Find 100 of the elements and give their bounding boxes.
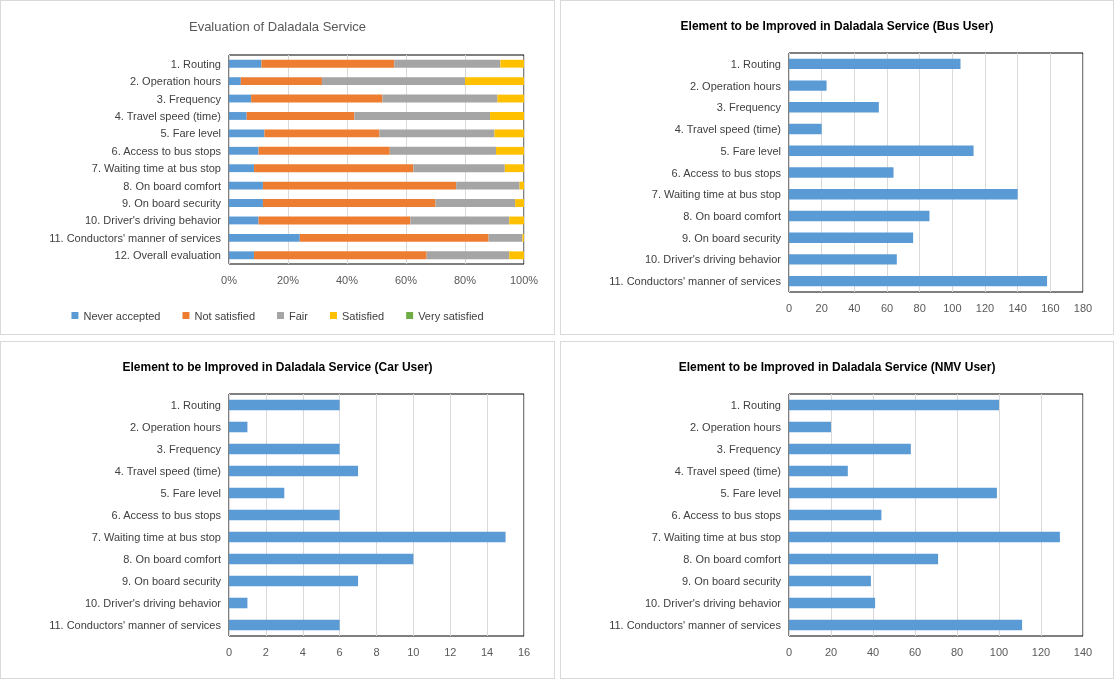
y-tick-label: 4. Travel speed (time) [114, 465, 221, 477]
bar [789, 189, 1018, 200]
x-tick-label: 8 [373, 645, 380, 658]
chart-title: Element to be Improved in Daladala Service (Car User) [122, 360, 433, 374]
y-tick-label: 9. On board security [121, 575, 222, 587]
y-tick-label: 1. Routing [730, 399, 781, 411]
x-tick-label: 10 [407, 645, 420, 658]
bar [229, 575, 359, 587]
y-tick-label: 3. Frequency [156, 443, 222, 455]
x-tick-label: 180 [1073, 301, 1093, 314]
x-tick-label: 80 [913, 301, 926, 314]
bar [789, 597, 876, 609]
y-tick-label: 2. Operation hours [689, 421, 782, 433]
bar [229, 164, 255, 173]
chart-title: Element to be Improved in Daladala Service (NMV User) [678, 360, 996, 374]
bar [500, 59, 524, 68]
bar [229, 619, 340, 631]
bar [789, 145, 974, 156]
x-tick-label: 80 [950, 645, 964, 658]
bar [509, 216, 524, 225]
x-tick-label: 2 [262, 645, 269, 658]
bar [789, 487, 997, 499]
x-tick-label: 0% [221, 273, 238, 286]
bar [394, 59, 501, 68]
y-tick-label: 4. Travel speed (time) [674, 123, 781, 136]
bar [789, 58, 961, 70]
x-tick-label: 40 [866, 645, 880, 658]
y-tick-label: 3. Frequency [716, 443, 782, 455]
bar [789, 443, 911, 455]
y-tick-label: 5. Fare level [160, 487, 221, 499]
x-tick-label: 4 [299, 645, 306, 658]
y-tick-label: 9. On board security [121, 197, 222, 210]
x-tick-label: 6 [336, 645, 343, 658]
bar [519, 181, 524, 190]
bar [789, 531, 1060, 543]
bar [789, 465, 848, 477]
y-tick-label: 1. Routing [170, 57, 221, 70]
bar [321, 77, 465, 86]
y-tick-label: 5. Fare level [160, 127, 221, 140]
bar [229, 251, 255, 260]
bar [789, 509, 882, 521]
bar [229, 531, 506, 543]
bar [254, 251, 427, 260]
legend-label: Not satisfied [194, 309, 256, 322]
x-tick-label: 60 [880, 301, 894, 314]
y-tick-label: 8. On board comfort [683, 553, 781, 565]
x-tick-label: 0 [785, 301, 793, 314]
bar [240, 77, 322, 86]
y-tick-label: 11. Conductors' manner of services [609, 619, 782, 631]
x-tick-label: 16 [517, 645, 531, 658]
bar [515, 199, 524, 207]
y-tick-label: 10. Driver's driving behavior [645, 597, 782, 609]
y-tick-label: 2. Operation hours [129, 75, 222, 88]
bar [354, 112, 491, 120]
y-tick-label: 10. Driver's driving behavior [85, 597, 222, 609]
y-tick-label: 8. On board comfort [123, 179, 221, 192]
bar [413, 164, 505, 173]
x-tick-label: 12 [444, 645, 457, 658]
bar [246, 112, 355, 120]
bar [229, 509, 340, 521]
bar [789, 275, 1048, 287]
bar [789, 167, 894, 178]
bar [229, 443, 340, 455]
y-tick-label: 11. Conductors' manner of services [609, 275, 782, 288]
x-tick-label: 40 [848, 301, 861, 314]
x-tick-label: 100% [509, 273, 539, 286]
bar [435, 199, 516, 207]
x-tick-label: 80% [453, 273, 477, 286]
bar [229, 77, 241, 86]
y-tick-label: 8. On board comfort [683, 209, 781, 222]
bar [229, 146, 259, 155]
y-tick-label: 4. Travel speed (time) [674, 465, 781, 477]
y-tick-label: 9. On board security [681, 575, 782, 587]
y-tick-label: 2. Operation hours [689, 79, 782, 92]
bar [789, 123, 822, 135]
bar [494, 129, 524, 138]
bar [497, 94, 524, 103]
x-tick-label: 140 [1073, 645, 1093, 658]
x-tick-label: 160 [1041, 301, 1060, 314]
y-tick-label: 5. Fare level [720, 144, 781, 157]
chart-title: Evaluation of Daladala Service [188, 19, 367, 34]
legend-label: Very satisfied [418, 309, 484, 322]
y-tick-label: 6. Access to bus stops [671, 166, 782, 179]
bar [229, 399, 340, 411]
chart-title: Element to be Improved in Daladala Service (Bus User) [680, 19, 994, 33]
bar [229, 553, 414, 565]
bar [229, 465, 359, 477]
bar [262, 199, 436, 207]
bar [789, 575, 871, 587]
bar [789, 399, 999, 411]
y-tick-label: 7. Waiting time at bus stop [651, 188, 781, 201]
bar [490, 112, 524, 120]
x-tick-label: 60% [394, 273, 418, 286]
x-tick-label: 0 [225, 645, 233, 658]
y-tick-label: 9. On board security [681, 231, 782, 244]
x-tick-label: 120 [1031, 645, 1051, 658]
bar [789, 232, 914, 243]
x-tick-label: 60 [908, 645, 922, 658]
y-tick-label: 10. Driver's driving behavior [85, 214, 222, 227]
bar [509, 251, 524, 260]
